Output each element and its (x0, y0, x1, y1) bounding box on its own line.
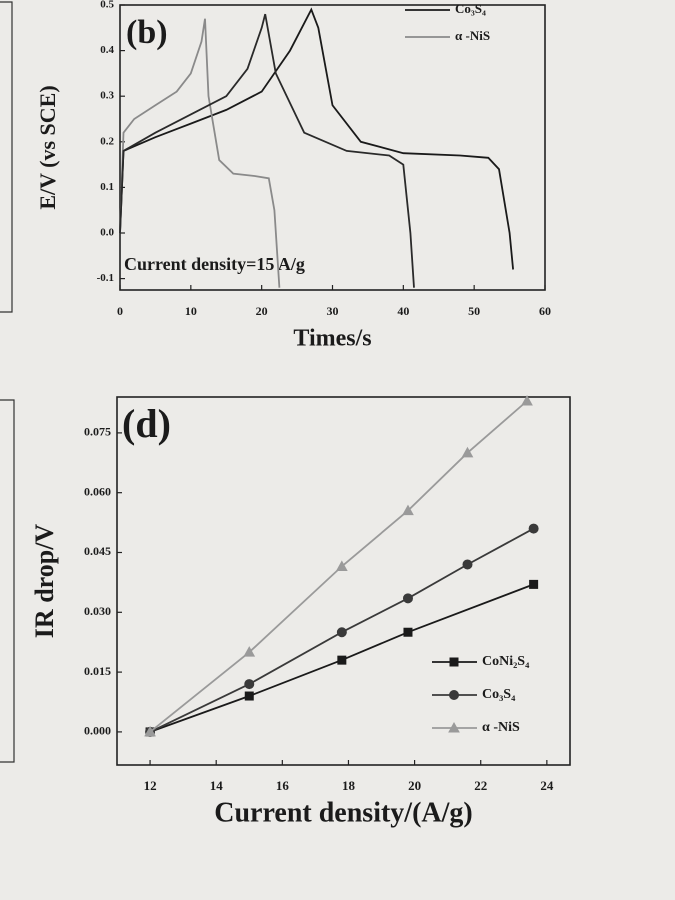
data-point (462, 559, 473, 570)
data-point (528, 523, 539, 534)
x-tick-label: 40 (397, 304, 409, 318)
y-tick-label: -0.1 (97, 272, 114, 284)
y-tick-label: 0.2 (100, 135, 114, 147)
x-tick-label: 10 (185, 304, 197, 318)
neighbor-frame (0, 1, 13, 313)
x-tick-label: 30 (327, 304, 339, 318)
data-point (337, 655, 347, 665)
data-point (402, 593, 413, 604)
y-tick-label: 0.0 (100, 227, 114, 239)
legend-label: CoNi₂S₄ (482, 654, 530, 669)
neighbor-frame (0, 399, 15, 763)
panel-label: (b) (126, 14, 168, 51)
series-line (149, 400, 528, 733)
x-tick-label: 22 (474, 778, 487, 793)
annotation: Current density=15 A/g (124, 254, 305, 274)
x-tick-label: 14 (210, 778, 224, 793)
data-point (529, 579, 539, 589)
legend-label: α -NiS (482, 720, 520, 735)
data-point (244, 691, 254, 701)
x-tick-label: 24 (540, 778, 554, 793)
data-point (335, 560, 348, 571)
series-line (119, 18, 281, 288)
y-tick-label: 0.075 (84, 425, 111, 439)
y-axis-label: E/V (vs SCE) (35, 85, 60, 209)
x-axis-label: Times/s (293, 326, 371, 352)
y-tick-label: 0.015 (84, 664, 111, 678)
y-axis-label: IR drop/V (30, 524, 59, 639)
data-point (403, 627, 413, 637)
y-tick-label: 0.030 (84, 604, 111, 618)
y-tick-label: 0.1 (100, 181, 114, 193)
series-line (119, 13, 415, 288)
y-tick-label: 0.000 (84, 724, 111, 738)
x-tick-label: 50 (468, 304, 480, 318)
legend-label: α -NiS (455, 28, 490, 43)
legend-label: Co₃S₄ (455, 1, 486, 16)
x-tick-label: 16 (276, 778, 290, 793)
y-tick-label: 0.5 (100, 0, 114, 11)
y-tick-label: 0.045 (84, 544, 111, 558)
data-point (243, 646, 256, 657)
data-point (144, 725, 156, 737)
y-tick-label: 0.4 (100, 44, 114, 56)
x-tick-label: 60 (539, 304, 551, 318)
series-line (119, 7, 514, 270)
x-tick-label: 18 (342, 778, 356, 793)
series-line (149, 527, 535, 733)
panel-label: (d) (122, 401, 171, 446)
y-tick-label: 0.3 (100, 90, 114, 102)
data-point (244, 679, 255, 690)
plot-frame (116, 396, 571, 766)
data-point (336, 627, 347, 638)
legend-marker (449, 657, 459, 667)
data-point (402, 504, 414, 516)
x-tick-label: 0 (117, 304, 123, 318)
data-point (461, 446, 474, 458)
x-tick-label: 20 (408, 778, 421, 793)
x-tick-label: 20 (256, 304, 268, 318)
y-tick-label: 0.060 (84, 484, 111, 498)
legend-label: Co₃S₄ (482, 687, 516, 702)
legend-marker (449, 690, 459, 700)
x-axis-label: Current density/(A/g) (214, 797, 472, 828)
x-tick-label: 12 (144, 778, 157, 793)
data-point (521, 394, 533, 406)
legend-marker (448, 721, 460, 733)
